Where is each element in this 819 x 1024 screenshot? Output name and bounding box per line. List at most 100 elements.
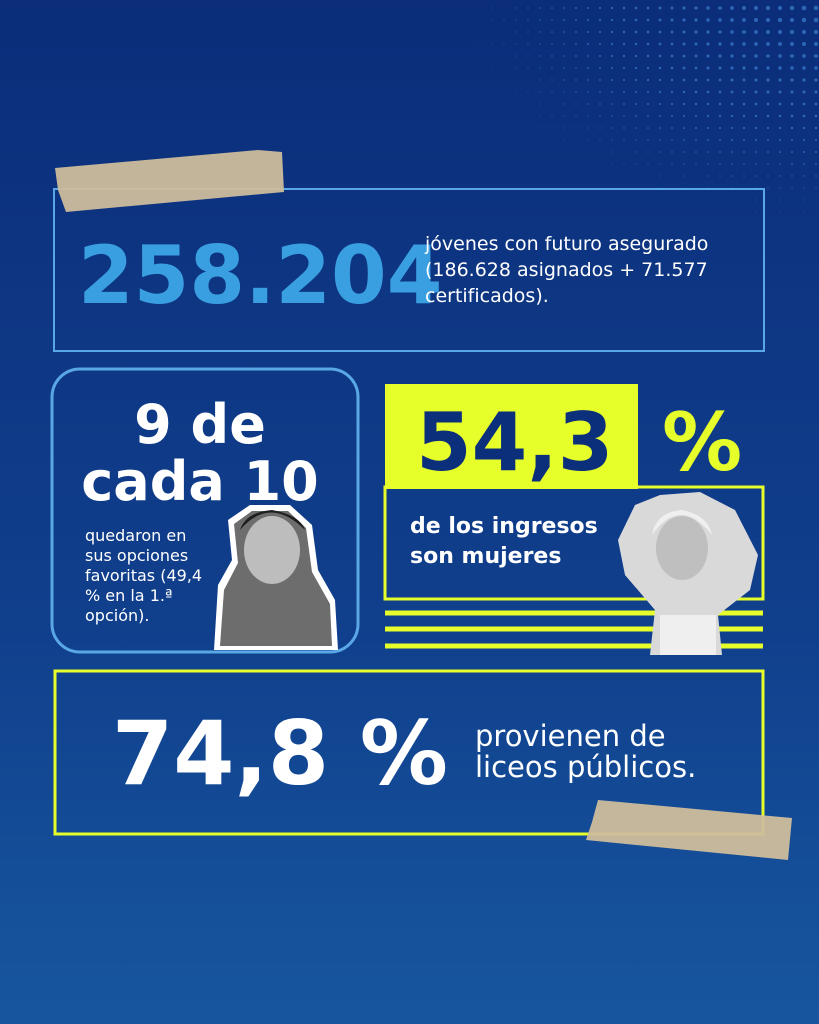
dot <box>551 139 553 141</box>
dot <box>539 55 541 57</box>
dot <box>575 139 577 141</box>
dot <box>646 18 650 22</box>
dot <box>765 5 771 11</box>
dot <box>791 199 793 201</box>
dot <box>753 5 759 11</box>
dot <box>503 7 505 9</box>
dot <box>779 211 781 213</box>
dot <box>766 102 770 106</box>
dot <box>563 115 565 117</box>
dot <box>767 163 769 165</box>
dot <box>563 55 565 57</box>
dot <box>598 6 602 10</box>
dot <box>515 55 517 57</box>
dot <box>635 103 637 105</box>
dot <box>563 31 565 33</box>
dot <box>778 78 782 82</box>
total-text: jóvenes con futuro asegurado <box>424 233 708 255</box>
tape <box>586 800 792 860</box>
dot <box>730 78 734 82</box>
dot <box>815 199 817 201</box>
dot <box>587 43 589 45</box>
dot <box>779 163 781 165</box>
dot <box>539 43 541 45</box>
dot <box>777 17 783 23</box>
dot <box>587 79 589 81</box>
dot <box>551 67 553 69</box>
dot <box>587 115 589 117</box>
dot <box>814 42 818 46</box>
dot <box>742 90 746 94</box>
dot <box>551 115 553 117</box>
dot <box>718 114 722 118</box>
dot <box>742 126 746 130</box>
dot <box>658 6 662 10</box>
dot <box>491 67 493 69</box>
dot <box>790 78 794 82</box>
dot <box>754 114 758 118</box>
dot <box>754 78 758 82</box>
dot <box>658 102 662 106</box>
dot <box>694 78 698 82</box>
dot <box>623 91 625 93</box>
dot <box>598 18 602 22</box>
dot <box>743 175 745 177</box>
dot <box>575 7 577 9</box>
dot <box>766 138 770 142</box>
dot <box>670 18 674 22</box>
dot <box>479 43 481 45</box>
dot <box>671 151 673 153</box>
dot <box>599 79 601 81</box>
dot <box>742 102 746 106</box>
options-headline: cada 10 <box>81 450 319 513</box>
dot <box>503 19 505 21</box>
dot <box>587 103 589 105</box>
dot <box>790 66 794 70</box>
dot <box>503 79 505 81</box>
dot <box>491 55 493 57</box>
dot <box>647 139 649 141</box>
dot <box>479 31 481 33</box>
dot <box>779 187 781 189</box>
dot <box>599 115 601 117</box>
dot <box>658 18 662 22</box>
dot <box>742 78 746 82</box>
dot <box>551 7 553 9</box>
dot <box>718 18 722 22</box>
dot <box>791 163 793 165</box>
dot <box>813 5 819 11</box>
dot <box>611 127 613 129</box>
dot <box>719 163 721 165</box>
dot <box>575 115 577 117</box>
dot <box>611 91 613 93</box>
dot <box>599 103 601 105</box>
dot <box>611 139 613 141</box>
dot <box>491 31 493 33</box>
dot <box>814 90 818 94</box>
dot <box>707 151 709 153</box>
dot <box>658 42 662 46</box>
dot <box>491 19 493 21</box>
women-highlight <box>385 384 638 489</box>
dot <box>563 127 565 129</box>
dot <box>742 42 746 46</box>
dot <box>778 114 782 118</box>
dot <box>791 211 793 213</box>
dot <box>610 6 614 10</box>
dot <box>767 151 769 153</box>
dot <box>694 6 698 10</box>
dot <box>802 42 806 46</box>
dot <box>551 31 553 33</box>
dot <box>707 127 709 129</box>
dot <box>622 18 626 22</box>
dot <box>671 139 673 141</box>
dot <box>646 78 650 82</box>
dot <box>539 67 541 69</box>
dot <box>575 103 577 105</box>
dot <box>503 31 505 33</box>
dot <box>706 30 710 34</box>
dot <box>801 29 807 35</box>
dot <box>706 102 710 106</box>
dot <box>611 163 613 165</box>
dot <box>755 151 757 153</box>
